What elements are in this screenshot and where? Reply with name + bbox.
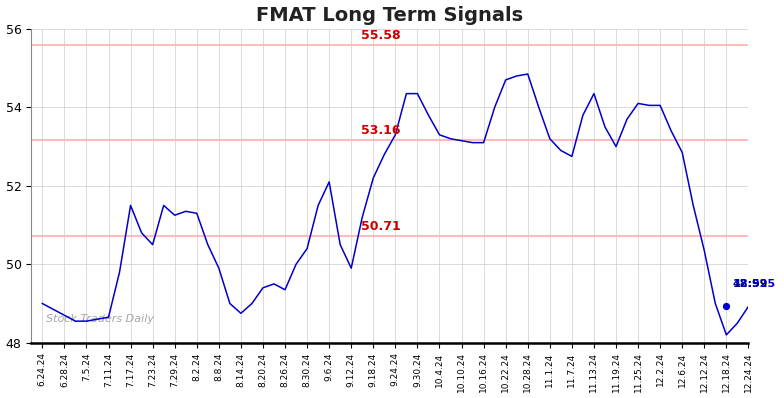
Point <box>720 303 732 310</box>
Text: 12:59: 12:59 <box>733 279 768 289</box>
Text: Stock Traders Daily: Stock Traders Daily <box>45 314 154 324</box>
Text: 48.925: 48.925 <box>733 267 776 289</box>
Title: FMAT Long Term Signals: FMAT Long Term Signals <box>256 6 524 25</box>
Text: 50.71: 50.71 <box>361 220 401 233</box>
Text: 53.16: 53.16 <box>361 124 401 137</box>
Text: 55.58: 55.58 <box>361 29 401 42</box>
